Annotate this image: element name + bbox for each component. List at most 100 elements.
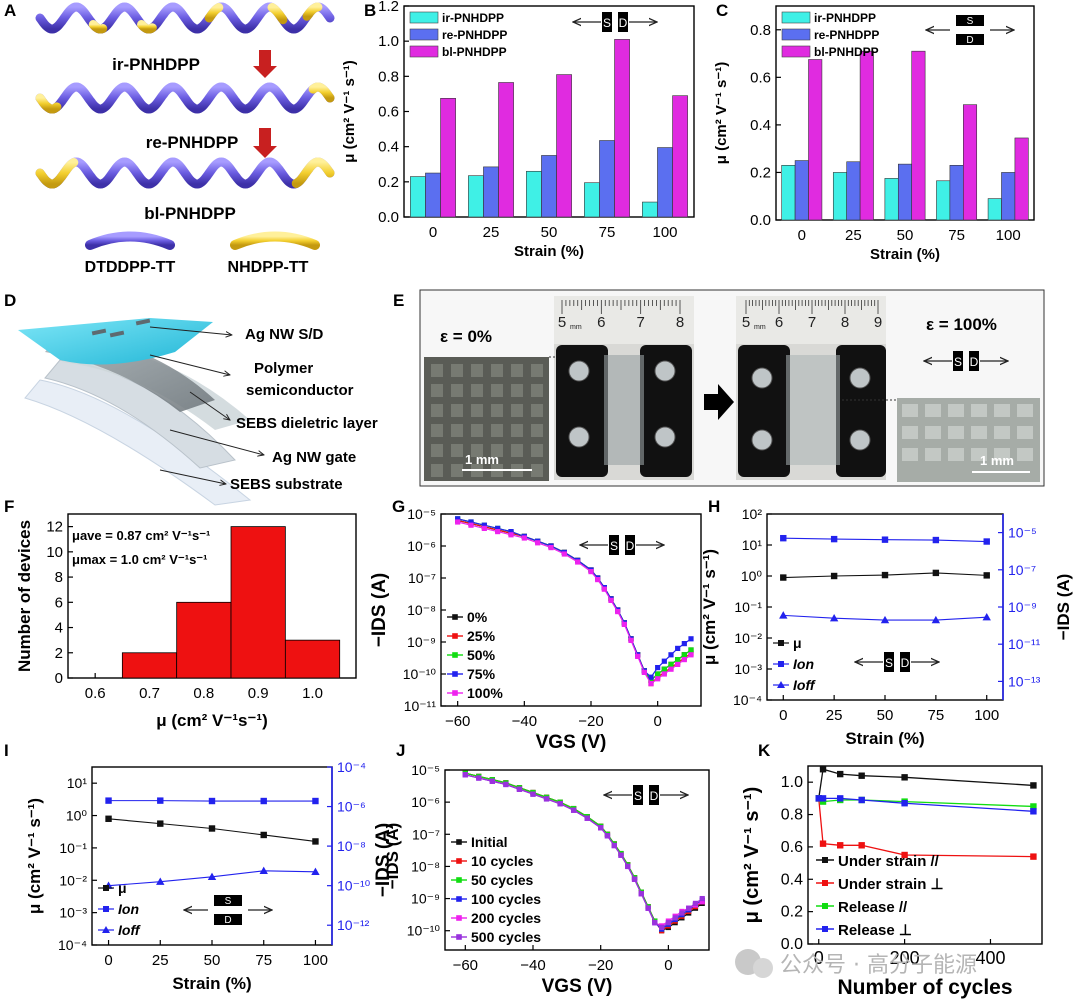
y-tick-label: 10⁻³ [734,661,762,677]
data-point [557,801,563,807]
y-tick-label: 1.0 [378,33,399,50]
bar [584,182,600,218]
data-point [679,910,685,916]
x-tick-label: 50 [877,707,894,724]
data-point [675,657,681,663]
electrode-pad [451,424,463,437]
strain-parallel-chart: 0 25 50 75 100 10⁻⁴ 10⁻³ 10⁻² 10⁻¹ 10⁰ 10¹ 10² 10⁻¹³… [700,506,1073,748]
y-axis-label: μ (cm² V⁻¹ s⁻¹) [700,549,719,665]
data-point [681,652,687,658]
x-tick-label: 25 [845,227,862,244]
bar [642,201,658,218]
data-point [521,535,527,541]
x-tick-label: 0.6 [85,685,106,702]
x-tick-label: 100 [974,707,999,724]
x-tick-label: 0 [798,227,806,244]
data-point [858,772,865,779]
ag-nw-sd-label: Ag NW S/D [245,326,323,343]
drain-label: D [966,35,973,46]
mobility-histogram: 0.6 0.7 0.8 0.9 1.0 0 2 4 6 8 10 12 μave = 0.87 cm² … [15,513,357,730]
panel-letter-h: H [708,497,720,516]
bar [410,176,426,218]
data-point [815,795,822,802]
bar [949,165,964,221]
data-point [105,815,112,822]
source-electrode-icon [602,12,612,32]
plot-frame [807,765,1043,945]
panel-letter-a: A [4,1,16,20]
data-point [456,877,462,883]
electrode-pad [948,448,964,461]
y-tick-label: 10⁻⁸ [411,858,440,874]
ruler-unit: mm [570,324,582,331]
y-tick-label: 10⁻⁴ [58,937,87,953]
y-tick-label: 10 [46,544,63,561]
legend-label: Ioff [118,922,141,938]
panel-g: G −60 −40 −20 0 10⁻¹¹ 10⁻¹⁰ 10⁻⁹ 10⁻⁸ 10⁻⁷ 10⁻⁶ 10… [369,497,702,753]
data-point [983,572,990,579]
data-point [611,842,617,849]
x-tick-label: −20 [588,957,613,974]
x-tick-label: 25 [483,224,500,241]
source-label: S [634,789,642,803]
dtddpp-tt-label: DTDDPP-TT [85,259,176,276]
electrode-pad [511,384,523,397]
data-point [822,926,828,932]
ruler-label: 5 [742,314,750,331]
data-point [456,915,462,921]
panel-letter-b: B [364,1,376,20]
data-point [260,831,267,839]
legend-label: 100% [467,685,503,701]
electrode-pad [531,364,543,377]
data-point [681,641,687,647]
y-axis-label: −IDS (A) [373,823,394,897]
data-point [648,674,654,680]
data-point [103,906,109,912]
ruler-label: 5 [558,314,566,331]
x-tick-label: −20 [578,713,603,730]
electrode-pad [531,444,543,457]
electrode-pad [431,364,443,377]
y-tick-label: 10⁻² [734,630,762,646]
nhdpp-segment [308,82,335,103]
source-electrode-icon [609,535,619,555]
y-tick-label-right: 10⁻¹⁰ [337,878,371,894]
panel-i: I 0 25 50 75 100 10⁻⁴ 10⁻³ 10⁻² 10⁻¹ 10⁰ 10¹ 10⁻¹² 1… [4,741,402,993]
x-tick-label: 75 [928,707,945,724]
bar [1001,172,1016,221]
y-tick-label-right: 10⁻⁴ [337,759,366,775]
nhdpp-segment [35,93,62,114]
electrode-pad [491,364,503,377]
watermark-text: 公众号 · 高分子能源 [780,953,977,978]
legend-label: Release ⊥ [838,922,912,939]
data-point [668,661,674,667]
nhdpp-segment [302,2,323,21]
drain-electrode-icon [956,34,984,45]
electrode-pad [902,404,918,417]
sample-film [604,355,644,465]
data-point [508,532,514,538]
y-axis-label-right: −IDS (A) [383,823,402,890]
x-tick-label: 0 [814,948,824,968]
legend-label: bl-PNHDPP [814,45,879,59]
legend-label: 10 cycles [471,853,533,869]
y-axis-label: Number of devices [15,520,34,672]
source-label: S [225,896,232,907]
electrode-icon [109,330,125,338]
data-point [778,661,784,667]
electrode-pad [994,426,1010,439]
data-point [468,519,474,525]
ruler [736,296,886,344]
y-tick-label: 2 [55,645,63,662]
source-electrode-icon [956,15,984,26]
sebs-substrate-layer [24,379,252,506]
data-point [452,652,458,658]
data-point [830,572,838,580]
data-point [571,807,577,813]
data-point [1030,808,1037,815]
watermark: 公众号 · 高分子能源 [735,949,977,978]
electrode-pad [471,364,483,377]
data-point [659,924,665,931]
